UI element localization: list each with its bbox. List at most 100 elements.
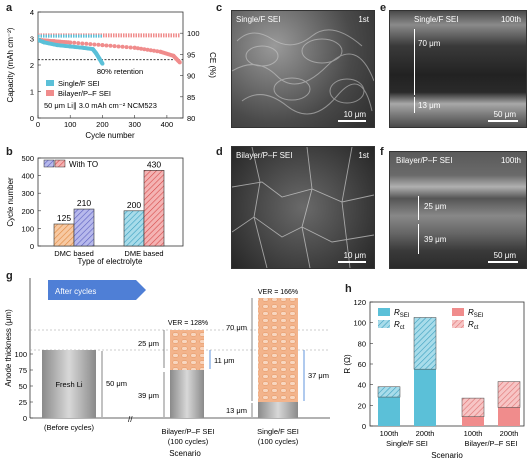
b-ytick-label: 100 xyxy=(21,224,34,233)
panel-d-label: d xyxy=(216,146,223,158)
sem-texture-d xyxy=(232,147,374,268)
legend-rsei-red: RSEI xyxy=(468,308,484,319)
capacity-point xyxy=(148,48,153,53)
fresh-li-label: Fresh Li xyxy=(55,380,82,389)
sem-f-dim2: 39 μm xyxy=(424,235,447,244)
sem-f-scale-bar xyxy=(488,261,518,263)
before-cycles-label: (Before cycles) xyxy=(44,423,95,432)
sem-e-scale-label: 50 μm xyxy=(493,110,516,119)
single-name: Single/F SEI xyxy=(257,427,299,436)
capacity-point xyxy=(96,42,101,47)
capacity-point xyxy=(132,45,137,50)
b-bar-value: 125 xyxy=(57,213,71,223)
panel-h-xlabel: Scenario xyxy=(431,451,463,460)
sem-e-scale-bar xyxy=(488,120,518,122)
sem-f-scale-label: 50 μm xyxy=(493,251,516,260)
sem-c-cycle: 1st xyxy=(358,15,369,24)
panel-e-label: e xyxy=(380,2,387,14)
sem-f-cycle: 100th xyxy=(500,156,521,165)
sem-e-dim-arrow-2 xyxy=(414,97,415,113)
fresh-li-block xyxy=(42,350,96,418)
sem-d-tag: Bilayer/P–F SEI xyxy=(236,151,293,160)
legend-rct-blue: Rct xyxy=(394,320,405,331)
legend-with-to-swatch-1 xyxy=(43,159,55,168)
g-ytick-label: 0 xyxy=(23,414,27,423)
sem-c-tag: Single/F SEI xyxy=(236,15,281,24)
b-bar xyxy=(53,223,75,247)
b-ytick-label: 200 xyxy=(21,207,34,216)
bilayer-name: Bilayer/P–F SEI xyxy=(162,427,215,436)
sem-image-bilayer-100th: Bilayer/P–F SEI 100th 25 μm 39 μm 50 μm xyxy=(389,151,527,269)
panel-f-label: f xyxy=(380,146,384,158)
g-ytick-label: 75 xyxy=(19,366,27,375)
sem-c-scale-bar xyxy=(338,120,366,122)
capacity-point xyxy=(112,44,117,49)
ver-single: VER = 166% xyxy=(258,289,298,296)
capacity-point xyxy=(84,41,89,46)
h-group-label: Bilayer/P–F SEI xyxy=(465,439,518,448)
h-bar-rct xyxy=(461,397,485,417)
b-ytick-label: 400 xyxy=(21,172,34,181)
sem-c-scale-label: 10 μm xyxy=(343,110,366,119)
legend-with-to-swatch-2 xyxy=(54,159,66,168)
capacity-ce-chart: 0 100 200 300 400 0 1 2 3 4 80 85 90 95 100 Capacity (… xyxy=(6,8,217,140)
after-cycles-text: After cycles xyxy=(55,287,96,296)
h-ytick-label: 120 xyxy=(353,298,366,307)
h-xtick-label: 200th xyxy=(500,429,519,438)
b-bar-value: 210 xyxy=(77,198,91,208)
a-ytick-right-label: 100 xyxy=(187,29,200,38)
panel-b-ylabel: Cycle number xyxy=(6,177,15,227)
sem-f-dim-arrow-1 xyxy=(418,196,419,220)
b-bar xyxy=(73,208,95,247)
b-bar-value: 430 xyxy=(147,159,161,169)
h-bar-rsei xyxy=(414,369,436,426)
legend-swatch-single xyxy=(46,80,54,86)
b-category-label: DMC based xyxy=(54,249,94,258)
sem-e-cycle: 100th xyxy=(500,15,521,24)
h-xtick-label: 200th xyxy=(416,429,435,438)
sem-e-dim1: 70 μm xyxy=(418,39,441,48)
b-ytick-label: 300 xyxy=(21,189,34,198)
sem-image-bilayer-1st: Bilayer/P–F SEI 1st 10 μm xyxy=(231,146,375,269)
legend-with-to-label: With TO xyxy=(69,160,98,169)
h-bar-rct xyxy=(377,386,401,398)
sem-e-tag: Single/F SEI xyxy=(414,15,459,24)
panel-a-label: a xyxy=(6,2,13,14)
retention-label: 80% retention xyxy=(97,67,143,76)
capacity-point xyxy=(100,61,105,66)
sem-image-single-1st: Single/F SEI 1st 10 μm xyxy=(231,10,375,128)
b-category-label: DME based xyxy=(124,249,163,258)
a-ytick-right-label: 85 xyxy=(187,93,195,102)
capacity-point xyxy=(124,45,129,50)
legend-rsei-red-swatch xyxy=(452,308,464,316)
dim-37: 37 μm xyxy=(308,371,329,380)
panel-b-xlabel: Type of electrolyte xyxy=(78,257,143,266)
h-bar-rsei xyxy=(462,416,484,426)
h-ytick-label: 40 xyxy=(358,381,366,390)
legend-rct-red: Rct xyxy=(468,320,479,331)
panel-c-label: c xyxy=(216,2,223,14)
h-bar-rct xyxy=(413,317,437,370)
dim-70: 70 μm xyxy=(226,323,247,332)
capacity-point xyxy=(92,42,97,47)
sem-d-cycle: 1st xyxy=(358,151,369,160)
h-ytick-label: 80 xyxy=(358,339,366,348)
legend-single-label: Single/F SEI xyxy=(58,79,100,88)
capacity-point xyxy=(72,40,77,45)
a-ytick-label: 1 xyxy=(30,88,34,97)
legend-rsei-blue-swatch xyxy=(378,308,390,316)
sem-f-dim-arrow-2 xyxy=(418,224,419,254)
capacity-point xyxy=(68,40,73,45)
a-xtick-label: 0 xyxy=(36,120,40,129)
capacity-point xyxy=(177,60,182,65)
b-bar xyxy=(143,170,165,247)
a-xtick-label: 200 xyxy=(96,120,109,129)
sem-d-scale-label: 10 μm xyxy=(343,251,366,260)
anode-thickness-schematic: 0 25 50 75 100 Anode thickness (μm) Scenario… xyxy=(4,278,330,458)
capacity-point xyxy=(155,49,160,54)
a-xtick-label: 400 xyxy=(161,120,174,129)
sem-f-tag: Bilayer/P–F SEI xyxy=(396,156,453,165)
panel-a-ylabel: Capacity (mAh cm⁻²) xyxy=(6,27,15,102)
capacity-point xyxy=(80,41,85,46)
single-sei-layer xyxy=(258,298,298,402)
